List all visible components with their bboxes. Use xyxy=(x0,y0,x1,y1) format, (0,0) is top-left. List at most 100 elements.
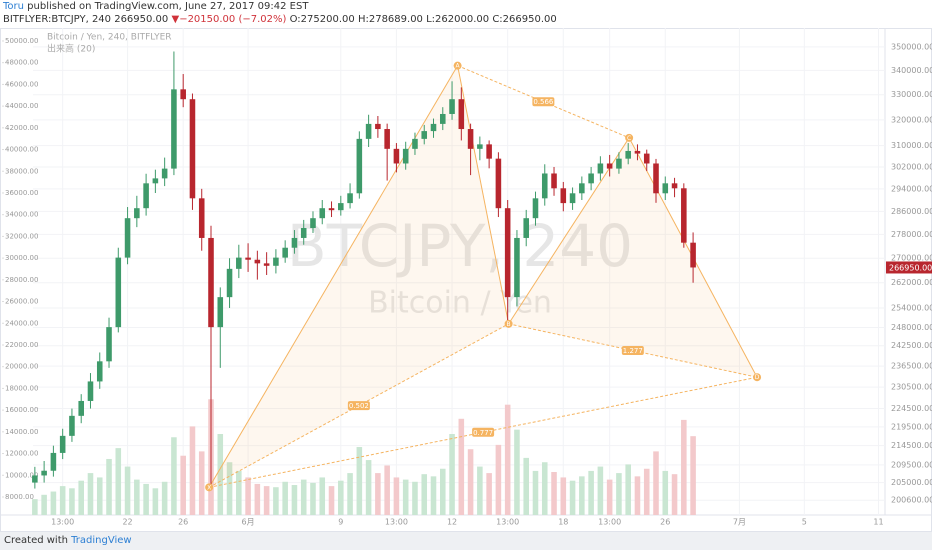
volume-bar xyxy=(579,476,585,515)
candle-body xyxy=(690,242,696,268)
y-tick-label: 340000.00 xyxy=(891,66,932,75)
volume-bar xyxy=(625,464,631,515)
x-tick-label: 5 xyxy=(802,518,807,527)
y-tick-label: 320000.00 xyxy=(891,115,932,124)
pattern-point xyxy=(453,61,462,70)
volume-bar xyxy=(180,455,186,515)
volume-bar xyxy=(514,429,520,515)
candle-body xyxy=(152,178,159,184)
volume-bar xyxy=(588,470,594,515)
change: −20150.00 (−7.02%) xyxy=(179,14,287,25)
candle-body xyxy=(384,129,390,149)
candle-body xyxy=(569,193,576,204)
pattern-point xyxy=(504,319,513,328)
volume-tick-label: 50000.00 xyxy=(5,37,38,45)
volume-tick-label: 14000.00 xyxy=(5,428,38,436)
candle-body xyxy=(291,237,298,248)
volume-tick-label: 22000.00 xyxy=(5,341,38,349)
candle-body xyxy=(588,173,594,184)
volume-tick-label: 40000.00 xyxy=(5,146,38,154)
pattern-line xyxy=(508,137,630,325)
candle-body xyxy=(32,475,38,483)
candle-body xyxy=(643,153,650,164)
candle-body xyxy=(375,123,381,130)
candle-body xyxy=(124,218,131,258)
candle-body xyxy=(78,400,84,416)
volume-tick-label: 20000.00 xyxy=(5,363,38,371)
candle-body xyxy=(477,144,483,149)
volume-bar xyxy=(449,434,455,515)
y-tick-label: 270000.00 xyxy=(891,254,932,263)
volume-bar xyxy=(458,418,465,515)
candle-body xyxy=(634,150,641,154)
close: C:266950.00 xyxy=(492,14,557,25)
candle-body xyxy=(430,123,437,132)
candle-body xyxy=(208,237,214,328)
x-tick-label: 13:00 xyxy=(598,518,621,527)
candle-body xyxy=(523,218,529,238)
ratio-box xyxy=(621,346,644,356)
volume-bar xyxy=(41,494,47,515)
footer: Created with TradingView xyxy=(0,532,932,550)
candle-body xyxy=(41,470,47,476)
author[interactable]: Toru xyxy=(3,1,24,12)
quote-line: BITFLYER:BTCJPY, 240 266950.00 ▼−20150.0… xyxy=(0,13,932,26)
volume-bar xyxy=(282,481,288,515)
volume-bar xyxy=(523,457,529,515)
y-tick-label: 230500.00 xyxy=(891,383,932,392)
x-tick-label: 9 xyxy=(338,518,343,527)
candle-body xyxy=(412,138,418,149)
candle-body xyxy=(87,381,94,401)
open: O:275200.00 xyxy=(289,14,355,25)
volume-tick-label: 32000.00 xyxy=(5,232,38,240)
volume-bar xyxy=(291,485,298,515)
volume-bar xyxy=(171,437,177,515)
point-label: X xyxy=(207,484,211,491)
volume-bar xyxy=(198,451,205,515)
candle-body xyxy=(625,150,631,159)
x-tick-label: 13:00 xyxy=(385,518,408,527)
volume-bar xyxy=(495,444,502,515)
pattern-line xyxy=(208,65,459,488)
volume-bar xyxy=(273,487,279,515)
volume-tick-label: 46000.00 xyxy=(5,80,38,88)
volume-bar xyxy=(328,486,335,515)
x-tick-label: 11 xyxy=(873,518,883,527)
candle-body xyxy=(310,218,316,229)
y-tick-label: 205000.00 xyxy=(891,478,932,487)
volume-tick-label: 12000.00 xyxy=(5,450,38,458)
candle-body xyxy=(254,259,261,264)
y-tick-label: 254000.00 xyxy=(891,303,932,312)
ratio-label: 0.777 xyxy=(473,429,493,437)
volume-tick-label: 16000.00 xyxy=(5,406,38,414)
volume-legend: 出来高 (20) xyxy=(47,43,95,55)
watermark-sub: Bitcoin / Yen xyxy=(368,286,552,321)
volume-bar xyxy=(245,477,251,515)
volume-tick-label: 34000.00 xyxy=(5,211,38,219)
high: H:278689.00 xyxy=(357,14,423,25)
volume-bar xyxy=(300,479,307,515)
candle-body xyxy=(198,198,205,238)
volume-bar xyxy=(347,473,353,515)
candle-body xyxy=(662,183,669,194)
point-label: A xyxy=(456,63,461,70)
header: Toru published on TradingView.com, June … xyxy=(0,0,932,28)
volume-tick-label: 48000.00 xyxy=(5,59,38,67)
volume-bar xyxy=(681,419,687,515)
candle-body xyxy=(421,131,428,139)
volume-tick-label: 36000.00 xyxy=(5,189,38,197)
x-tick-label: 7月 xyxy=(733,518,746,527)
publish-line: Toru published on TradingView.com, June … xyxy=(0,0,932,13)
volume-bar xyxy=(532,470,539,515)
brand[interactable]: TradingView xyxy=(71,535,132,546)
candle-body xyxy=(616,158,622,169)
y-tick-label: 242500.00 xyxy=(891,341,932,350)
volume-bar xyxy=(560,477,567,515)
candle-body xyxy=(402,148,409,164)
volume-tick-label: 38000.00 xyxy=(5,167,38,175)
volume-bar xyxy=(365,460,372,515)
volume-bar xyxy=(143,483,149,515)
volume-bar xyxy=(78,480,84,515)
y-tick-label: 278000.00 xyxy=(891,230,932,239)
candle-body xyxy=(236,257,242,269)
